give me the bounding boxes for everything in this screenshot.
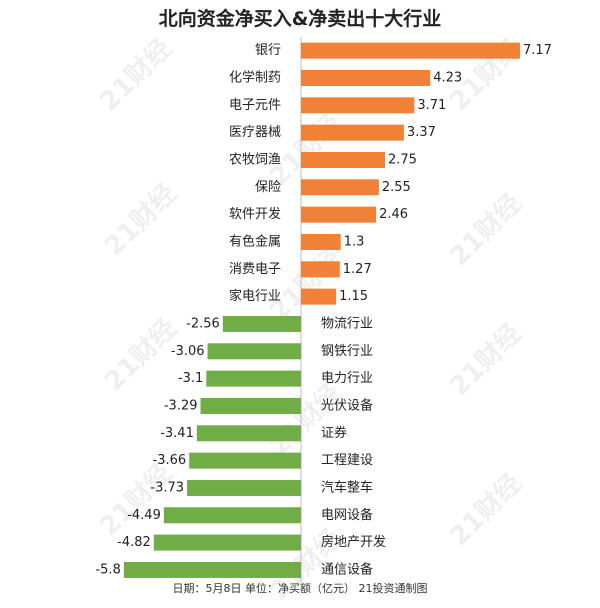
value-label: -5.8 [95, 562, 120, 577]
bar-农牧饲渔 [301, 151, 385, 168]
bar-医疗器械 [301, 124, 404, 141]
value-label: -3.73 [150, 480, 184, 495]
category-label: 保险 [255, 180, 281, 195]
category-label: 有色金属 [229, 233, 281, 249]
bar-汽车整车 [187, 479, 301, 496]
value-label: 1.27 [343, 262, 372, 277]
bar-电网设备 [163, 507, 301, 524]
category-label: 工程建设 [321, 453, 373, 468]
bar-软件开发 [301, 206, 377, 223]
category-label: 消费电子 [229, 262, 281, 277]
value-label: -3.06 [171, 344, 205, 359]
category-label: 电网设备 [321, 507, 373, 523]
category-label: 银行 [255, 43, 281, 58]
category-label: 汽车整车 [321, 479, 373, 495]
bar-消费电子 [301, 261, 340, 278]
value-label: -3.41 [160, 426, 194, 441]
category-label: 家电行业 [229, 288, 281, 304]
bar-银行 [301, 42, 520, 59]
value-label: -3.66 [153, 453, 187, 468]
value-label: -4.82 [117, 535, 151, 550]
category-label: 电子元件 [229, 98, 281, 113]
bar-钢铁行业 [207, 343, 301, 360]
bar-化学制药 [301, 69, 431, 86]
value-label: 3.37 [407, 125, 436, 140]
category-label: 医疗器械 [229, 125, 281, 140]
category-label: 证券 [321, 425, 347, 441]
value-label: 7.17 [523, 43, 552, 58]
category-label: 通信设备 [321, 561, 373, 577]
value-label: 2.55 [382, 180, 411, 195]
category-label: 物流行业 [321, 316, 373, 331]
bar-工程建设 [189, 452, 301, 469]
bar-证券 [196, 425, 301, 442]
category-label: 光伏设备 [321, 397, 373, 413]
value-label: 2.75 [388, 152, 417, 167]
bar-光伏设备 [200, 397, 301, 414]
value-label: 1.3 [344, 234, 365, 249]
bar-电子元件 [301, 97, 415, 114]
bar-通信设备 [123, 561, 302, 578]
category-label: 电力行业 [321, 371, 373, 386]
value-label: -4.49 [127, 508, 161, 523]
category-label: 钢铁行业 [321, 344, 373, 359]
value-label: -3.1 [178, 371, 203, 386]
category-label: 农牧饲渔 [229, 152, 281, 167]
chart-title: 北向资金净买入&净卖出十大行业 [158, 8, 442, 30]
value-label: 1.15 [339, 289, 368, 304]
value-label: -2.56 [186, 316, 220, 331]
bar-家电行业 [301, 288, 337, 305]
value-label: -3.29 [164, 398, 198, 413]
value-label: 3.71 [417, 98, 446, 113]
bar-有色金属 [301, 233, 341, 250]
category-label: 化学制药 [229, 69, 281, 85]
bar-保险 [301, 179, 379, 196]
value-label: 4.23 [433, 70, 462, 85]
category-label: 软件开发 [229, 206, 281, 222]
bar-电力行业 [206, 370, 301, 387]
category-label: 房地产开发 [321, 534, 386, 550]
bar-物流行业 [222, 315, 301, 332]
chart-footer: 日期：5月8日 单位：净买额（亿元） 21投资通制图 [172, 582, 428, 595]
value-label: 2.46 [379, 207, 408, 222]
bar-房地产开发 [153, 534, 301, 551]
